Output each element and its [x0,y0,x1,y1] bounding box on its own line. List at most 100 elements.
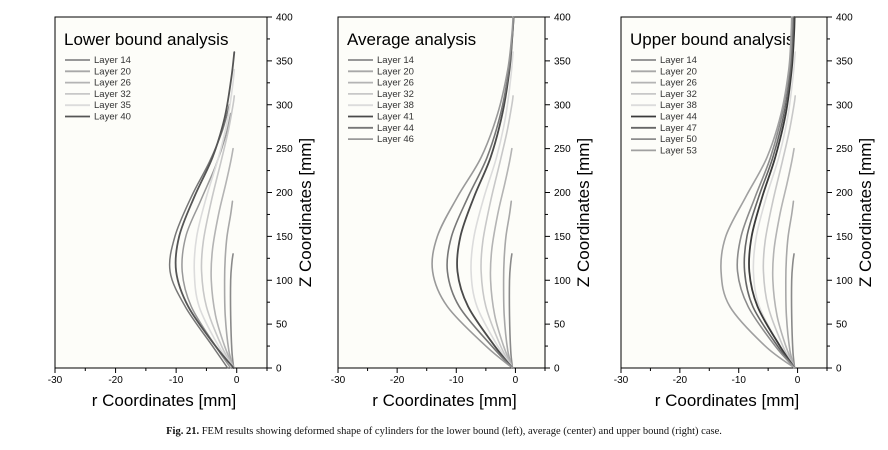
legend-entry: Layer 35 [94,100,131,111]
series-line-layer-26 [489,147,514,369]
series-line-layer-32 [200,95,236,369]
series-line-layer-32 [480,95,514,369]
series-line-layer-14 [790,253,796,369]
series-line-layer-26 [210,147,235,369]
x-tick-label: -30 [48,375,63,386]
legend-entry: Layer 44 [377,123,414,134]
y-tick-label: 300 [276,100,293,111]
y-tick-label: 50 [554,320,566,331]
series-line-layer-47 [743,16,796,369]
x-tick-label: 0 [234,375,240,386]
x-tick-label: -10 [731,375,746,386]
legend-entry: Layer 26 [660,78,697,89]
series-line-layer-44 [748,16,796,369]
legend-entry: Layer 14 [94,55,131,66]
x-axis-title: r Coordinates [mm] [92,391,237,410]
legend-entry: Layer 14 [660,55,697,66]
x-axis-title: r Coordinates [mm] [372,391,517,410]
y-tick-label: 350 [836,56,853,67]
chart-panel-1: -30 -20 -10 0 0 50 100 150 200 250 300 350 400 r Coor… [48,13,315,411]
y-tick-label: 400 [554,13,571,24]
y-tick-label: 100 [554,276,571,287]
plot-area [54,16,268,369]
legend-entry: Layer 32 [377,89,414,100]
legend-entry: Layer 41 [377,112,414,123]
y-tick-label: 250 [836,144,853,155]
y-tick-label: 300 [554,100,571,111]
y-tick-label: 350 [276,56,293,67]
legend-entry: Layer 40 [94,112,131,123]
x-tick-label: -20 [390,375,405,386]
y-tick-label: 150 [836,232,853,243]
series-line-layer-20 [502,200,514,369]
x-tick-label: -10 [169,375,184,386]
figure-panels: -30 -20 -10 0 0 50 100 150 200 250 300 350 400 r Coor… [48,13,875,411]
legend-entry: Layer 14 [377,55,414,66]
y-tick-label: 200 [554,188,571,199]
y-tick-label: 250 [276,144,293,155]
legend-entry: Layer 32 [94,89,131,100]
x-tick-label: -20 [108,375,123,386]
y-tick-label: 150 [276,232,293,243]
x-axis-title: r Coordinates [mm] [655,391,800,410]
y-tick-label: 0 [276,364,282,375]
series-line-layer-46 [431,16,514,369]
x-tick-label: 0 [513,375,519,386]
x-tick-label: -20 [673,375,688,386]
figure-caption: Fig. 21. FEM results showing deformed sh… [0,426,888,437]
y-tick-label: 200 [836,188,853,199]
legend-entry: Layer 38 [377,100,414,111]
legend-entry: Layer 26 [94,78,131,89]
series-line-layer-26 [771,147,796,369]
series-line-layer-32 [762,95,797,369]
y-tick-label: 250 [554,144,571,155]
y-tick-label: 300 [836,100,853,111]
legend-entry: Layer 47 [660,123,697,134]
y-tick-label: 350 [554,56,571,67]
plot-area [620,16,828,369]
chart-title: Average analysis [347,30,476,49]
y-axis-title: Z Coordinates [mm] [856,138,875,287]
legend-entry: Layer 26 [377,78,414,89]
x-tick-label: -10 [449,375,464,386]
chart-title: Upper bound analysis [630,30,794,49]
series-line-layer-40 [174,51,236,369]
chart-panel-3: -30 -20 -10 0 0 50 100 150 200 250 300 350 400 r Coor… [614,13,875,411]
series-line-layer-53 [720,16,796,369]
series-line-layer-20 [784,200,796,369]
plot-area [337,16,546,369]
y-tick-label: 150 [554,232,571,243]
y-tick-label: 50 [276,320,288,331]
y-tick-label: 200 [276,188,293,199]
y-tick-label: 0 [554,364,560,375]
series-line-layer-20 [223,200,235,369]
y-tick-label: 400 [276,13,293,24]
legend-entry: Layer 38 [660,100,697,111]
series-line-layer-14 [229,253,235,369]
y-tick-label: 400 [836,13,853,24]
legend-entry: Layer 46 [377,134,414,145]
series-line-layer-35 [193,68,236,369]
legend-entry: Layer 20 [377,66,414,77]
y-axis-title: Z Coordinates [mm] [574,138,593,287]
caption-label: Fig. 21. [166,426,200,437]
legend-entry: Layer 50 [660,134,697,145]
y-tick-label: 100 [836,276,853,287]
chart-title: Lower bound analysis [64,30,228,49]
legend-entry: Layer 53 [660,145,697,156]
caption-text: FEM results showing deformed shape of cy… [201,426,722,437]
series-line-layer-38 [470,51,514,369]
y-tick-label: 0 [836,364,842,375]
series-line-layer-44 [446,16,515,369]
legend-entry: Layer 32 [660,89,697,100]
x-tick-label: -30 [331,375,346,386]
chart-panel-2: -30 -20 -10 0 0 50 100 150 200 250 300 350 400 r Coor… [331,13,593,411]
x-tick-label: 0 [795,375,801,386]
y-axis-title: Z Coordinates [mm] [296,138,315,287]
legend-entry: Layer 20 [94,66,131,77]
legend-entry: Layer 20 [660,66,697,77]
series-line-layer-14 [508,253,514,369]
x-tick-label: -30 [614,375,629,386]
y-tick-label: 100 [276,276,293,287]
y-tick-label: 50 [836,320,848,331]
